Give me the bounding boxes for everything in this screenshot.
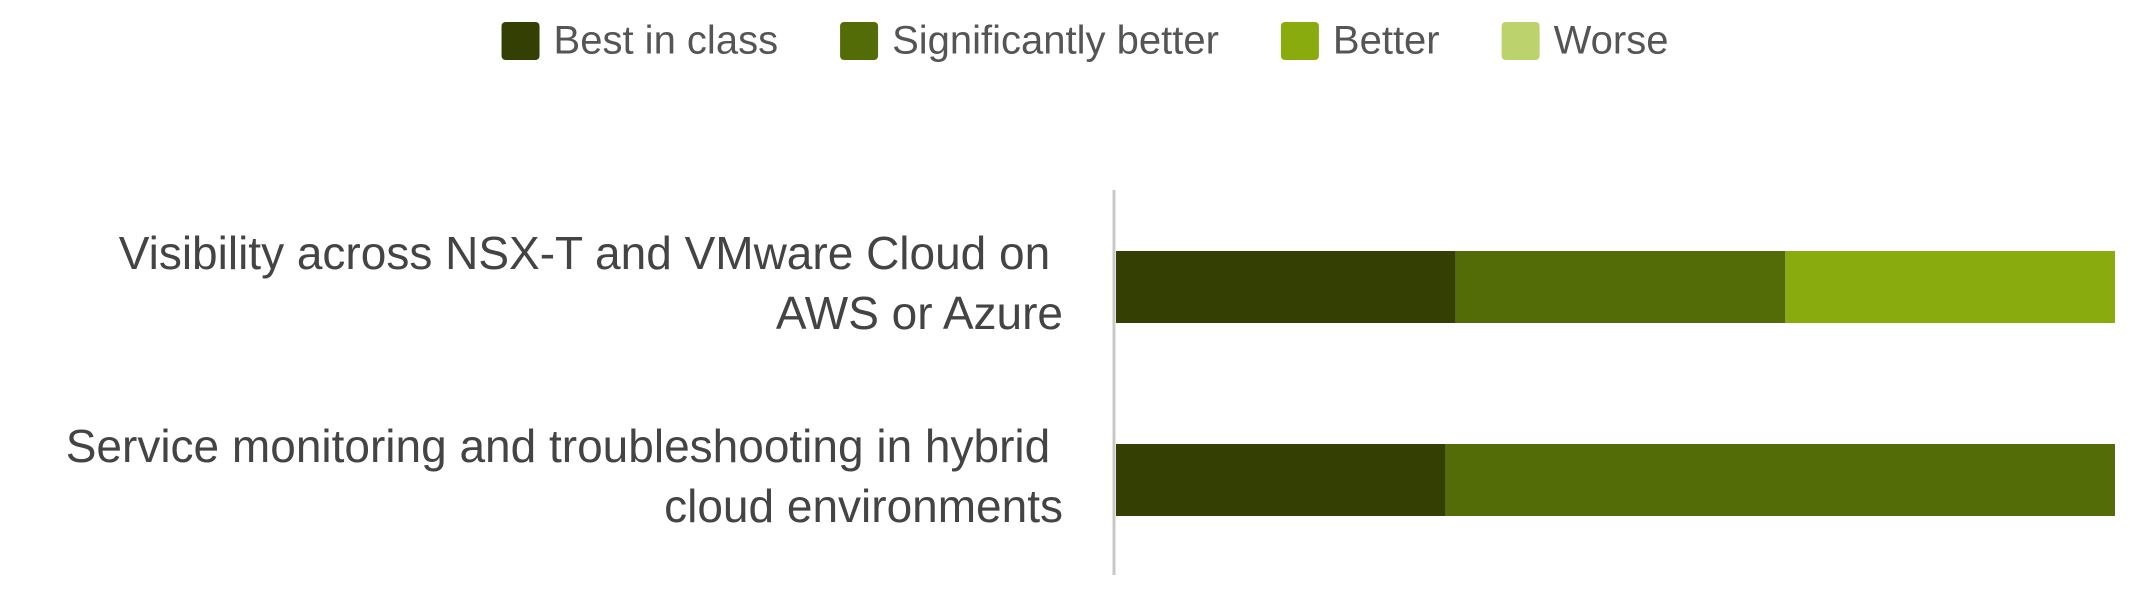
- bar-segment: [1455, 251, 1786, 323]
- category-label: Visibility across NSX-T and VMware Cloud…: [119, 227, 1063, 339]
- legend-label: Best in class: [554, 19, 779, 63]
- bar-segment: [1785, 251, 2115, 323]
- legend-label: Better: [1333, 19, 1440, 63]
- legend: Best in class Significantly better Better W…: [501, 19, 1669, 63]
- legend-swatch: [840, 22, 879, 60]
- bar-segment: [1445, 444, 2115, 516]
- category-label: Service monitoring and troubleshooting i…: [66, 420, 1063, 532]
- bar-segment: [1116, 251, 1456, 323]
- legend-swatch: [501, 22, 540, 60]
- legend-label: Worse: [1554, 19, 1669, 63]
- legend-swatch: [1501, 22, 1540, 60]
- legend-swatch: [1280, 22, 1319, 60]
- legend-label: Significantly better: [892, 19, 1219, 63]
- bar-segment: [1116, 444, 1446, 516]
